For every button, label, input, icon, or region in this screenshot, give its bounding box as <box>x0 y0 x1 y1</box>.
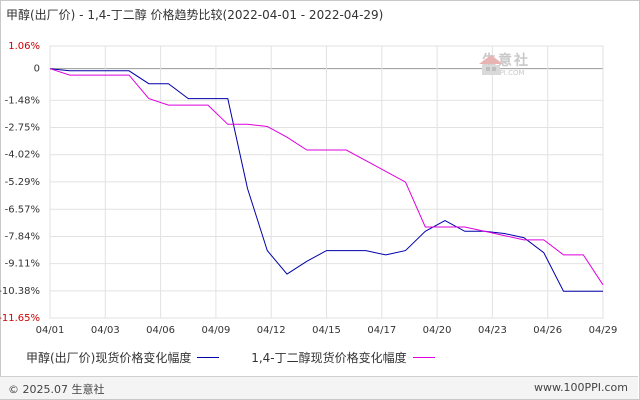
y-tick-label: -5.29% <box>5 177 40 188</box>
watermark-url: 100PPI.COM <box>482 69 525 77</box>
x-tick-label: 04/12 <box>257 325 286 336</box>
series-line-1 <box>49 68 604 286</box>
chart-grid <box>49 45 604 319</box>
x-tick-label: 04/23 <box>478 325 507 336</box>
x-tick-label: 04/15 <box>312 325 341 336</box>
series-lines <box>49 68 604 292</box>
watermark: 生意社 100PPI.COM <box>478 54 530 77</box>
site-link[interactable]: www.100PPI.com <box>534 381 628 394</box>
x-tick-label: 04/09 <box>201 325 230 336</box>
legend-label-bdo: 1,4-丁二醇现货价格变化幅度 <box>251 351 407 365</box>
x-tick-label: 04/26 <box>533 325 562 336</box>
chart-legend: 甲醇(出厂价)现货价格变化幅度 1,4-丁二醇现货价格变化幅度 <box>26 349 463 366</box>
x-tick-label: 04/01 <box>36 325 65 336</box>
y-tick-label: -11.65% <box>0 313 40 324</box>
x-tick-label: 04/06 <box>146 325 175 336</box>
x-tick-label: 04/20 <box>423 325 452 336</box>
legend-label-methanol: 甲醇(出厂价)现货价格变化幅度 <box>26 351 192 365</box>
x-tick-label: 04/29 <box>589 325 618 336</box>
footer-bar: © 2025.07 生意社 www.100PPI.com <box>0 376 638 399</box>
legend-item-methanol: 甲醇(出厂价)现货价格变化幅度 <box>26 349 220 366</box>
legend-swatch-methanol <box>197 357 220 358</box>
y-axis-ticks: 1.06% 0 -1.48% -2.75% -4.02% -5.29% -6.57% -7.8… <box>0 41 40 324</box>
series-line-0 <box>49 68 603 292</box>
y-tick-label: -9.11% <box>5 259 40 270</box>
x-tick-label: 04/03 <box>91 325 120 336</box>
chart-title: 甲醇(出厂价) - 1,4-丁二醇 价格趋势比较(2022-04-01 - 20… <box>6 8 384 22</box>
watermark-logo-icon <box>479 55 503 75</box>
y-tick-label: -4.02% <box>5 150 40 161</box>
y-tick-label: -7.84% <box>5 231 40 242</box>
y-tick-label: 0 <box>34 64 40 75</box>
legend-swatch-bdo <box>412 357 435 358</box>
y-tick-label: -1.48% <box>5 95 40 106</box>
y-tick-label: -6.57% <box>5 204 40 215</box>
y-tick-label: -10.38% <box>0 286 40 297</box>
y-tick-label: -2.75% <box>5 123 40 134</box>
x-axis-ticks: 04/01 04/03 04/06 04/09 04/12 04/15 04/17 04/20… <box>36 325 618 336</box>
x-tick-label: 04/17 <box>367 325 396 336</box>
y-tick-label: 1.06% <box>8 41 40 52</box>
copyright-text: © 2025.07 生意社 <box>8 383 105 396</box>
legend-item-bdo: 1,4-丁二醇现货价格变化幅度 <box>251 349 435 366</box>
